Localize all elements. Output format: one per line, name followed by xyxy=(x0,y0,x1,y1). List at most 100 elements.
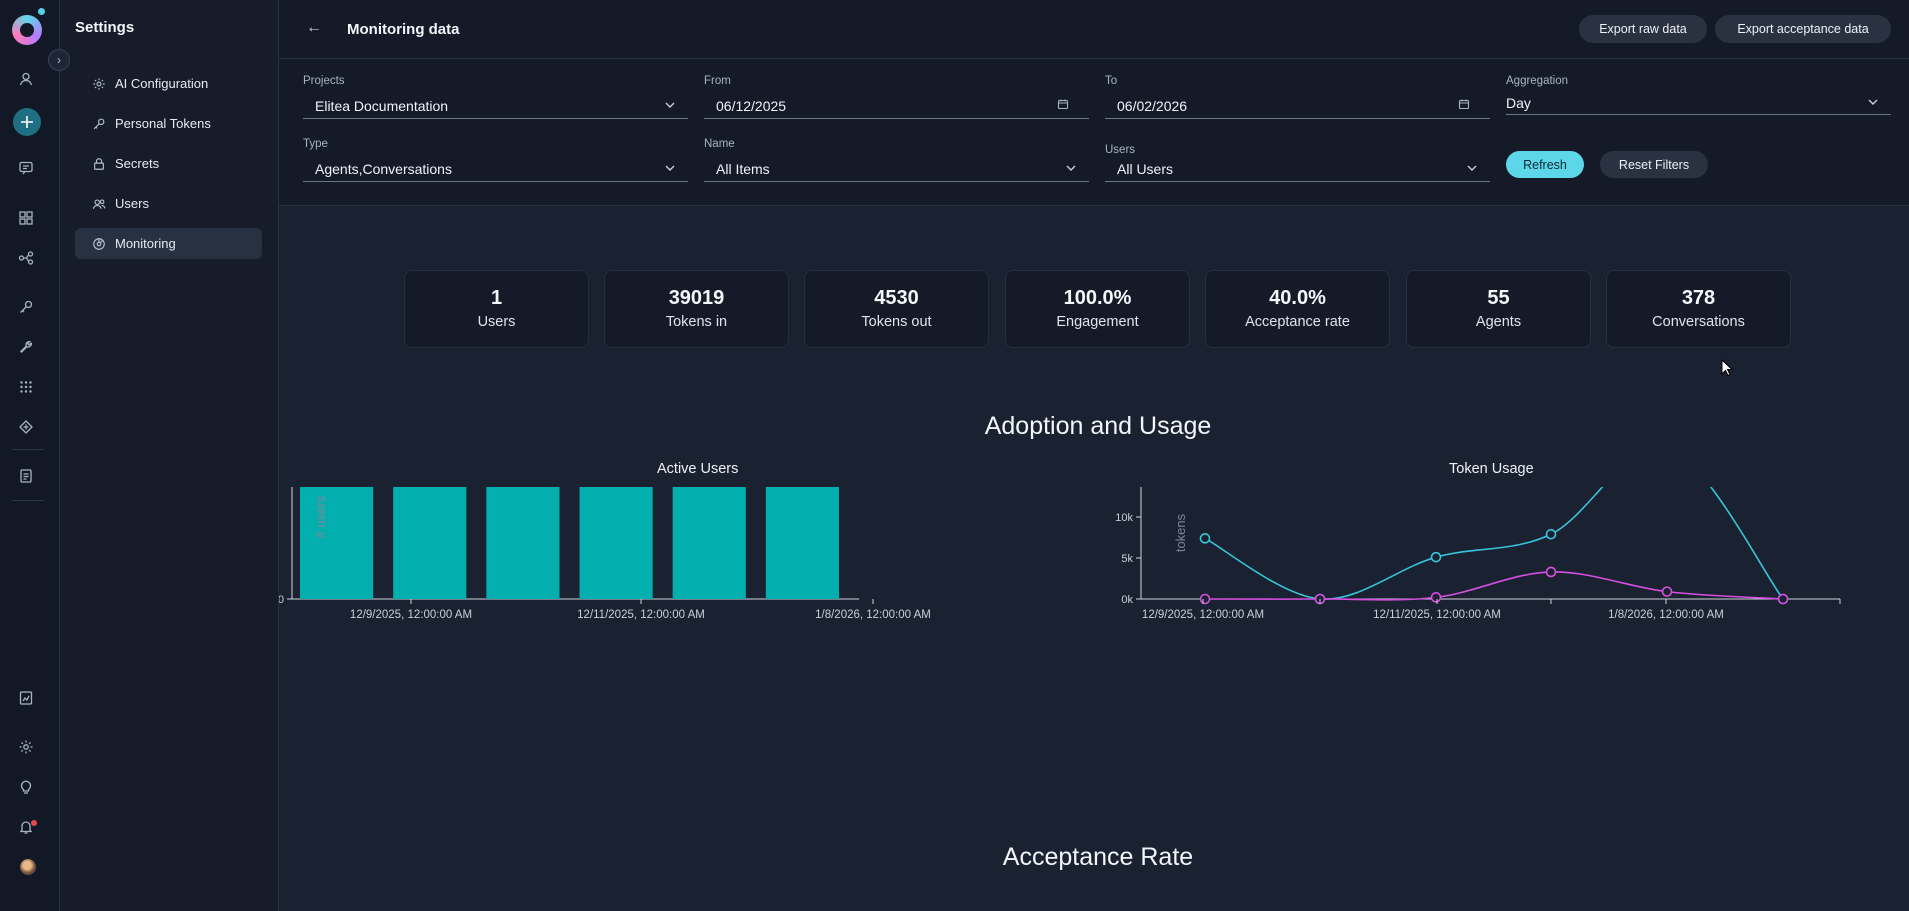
reset-filters-button[interactable]: Reset Filters xyxy=(1600,151,1708,178)
rail-divider xyxy=(12,500,44,501)
stat-label: Agents xyxy=(1475,314,1522,330)
field-label: Projects xyxy=(303,75,345,87)
sidebar-item-secrets[interactable]: Secrets xyxy=(75,148,262,179)
lightbulb-icon[interactable] xyxy=(15,776,37,798)
stat-label: Engagement xyxy=(1056,314,1139,330)
filters-panel: Projects Elitea Documentation From 06/12… xyxy=(279,59,1909,206)
gear-icon xyxy=(92,77,106,91)
field-value: Agents,Conversations xyxy=(315,161,452,177)
stat-label: Tokens in xyxy=(665,314,728,330)
main-content: 1 Users 39019 Tokens in 4530 Tokens out … xyxy=(279,207,1909,911)
token-usage-chart-title: Token Usage xyxy=(1449,461,1534,477)
user-icon[interactable] xyxy=(15,68,37,90)
bar-active xyxy=(486,487,560,599)
y-tick-label: 0k xyxy=(1121,594,1133,606)
users-icon xyxy=(92,197,106,211)
sidebar-item-personal-tokens[interactable]: Personal Tokens xyxy=(75,108,262,139)
field-value: All Users xyxy=(1117,161,1174,177)
field-value: Day xyxy=(1506,95,1531,111)
stat-card-agents: 55 Agents xyxy=(1406,270,1591,348)
projects-select[interactable]: Projects Elitea Documentation xyxy=(303,75,688,119)
token-usage-chart: 0k5k10k15k20k12/9/2025, 12:00:00 AM12/11… xyxy=(1115,487,1841,621)
x-tick-label: 1/8/2026, 12:00:00 AM xyxy=(815,609,931,621)
stat-value: 39019 xyxy=(668,287,725,309)
users-select[interactable]: Users All Users xyxy=(1105,144,1490,182)
chevron-down-icon xyxy=(1867,96,1879,111)
sidebar-item-label: AI Configuration xyxy=(115,76,209,91)
bar-active xyxy=(300,487,374,599)
active-users-chart-title: Active Users xyxy=(657,461,739,477)
settings-icon[interactable] xyxy=(15,736,37,758)
back-arrow-icon[interactable]: ← xyxy=(306,19,322,36)
y-axis-label: tokens xyxy=(1173,513,1188,552)
x-tick-label: 12/11/2025, 12:00:00 AM xyxy=(1373,609,1501,621)
stat-value: 378 xyxy=(1681,287,1716,309)
rail-divider xyxy=(12,449,44,450)
flow-icon[interactable] xyxy=(15,247,37,269)
calendar-icon[interactable] xyxy=(1057,97,1069,115)
report-icon[interactable] xyxy=(15,687,37,709)
stat-card-tokens-out: 4530 Tokens out xyxy=(804,270,989,348)
export-raw-data-button[interactable]: Export raw data xyxy=(1579,15,1707,43)
chat-icon[interactable] xyxy=(15,157,37,179)
name-select[interactable]: Name All Items xyxy=(704,138,1089,182)
bar-active xyxy=(393,487,467,599)
y-tick-label: 10k xyxy=(1115,512,1133,524)
aggregation-select[interactable]: Aggregation Day xyxy=(1506,75,1891,115)
field-value: 06/02/2026 xyxy=(1117,98,1188,114)
data-point-out xyxy=(1430,592,1442,603)
wrench-icon[interactable] xyxy=(15,336,37,358)
y-tick-label: 5k xyxy=(1121,553,1133,565)
data-point-in xyxy=(1199,533,1211,544)
sidebar-item-monitoring[interactable]: Monitoring xyxy=(75,228,262,259)
sidebar-item-users[interactable]: Users xyxy=(75,188,262,219)
field-value: All Items xyxy=(716,161,770,177)
y-axis-label: # users xyxy=(313,495,328,538)
document-icon[interactable] xyxy=(15,465,37,487)
bar-active xyxy=(579,487,653,599)
notification-badge xyxy=(31,820,37,826)
add-icon[interactable] xyxy=(13,108,41,136)
app-logo-icon[interactable] xyxy=(12,15,42,45)
stat-value: 100.0% xyxy=(1063,287,1132,309)
stat-value: 40.0% xyxy=(1269,287,1326,309)
stat-value: 4530 xyxy=(874,287,919,309)
from-date-field[interactable]: From 06/12/2025 xyxy=(704,75,1089,119)
expand-sidebar-icon[interactable]: › xyxy=(48,49,70,71)
stat-label: Acceptance rate xyxy=(1245,314,1350,330)
chevron-down-icon xyxy=(664,99,676,114)
stat-value: 1 xyxy=(490,287,503,309)
field-label: From xyxy=(704,75,731,87)
type-select[interactable]: Type Agents,Conversations xyxy=(303,138,688,182)
chevron-down-icon xyxy=(1466,162,1478,177)
bell-icon[interactable] xyxy=(15,816,37,838)
field-label: Aggregation xyxy=(1506,75,1569,87)
apps-icon[interactable] xyxy=(15,376,37,398)
key-icon[interactable] xyxy=(15,296,37,318)
icon-rail: › xyxy=(0,0,70,911)
tag-icon[interactable] xyxy=(15,416,37,438)
stat-card-users: 1 Users xyxy=(404,270,589,348)
y-tick-label: 0 xyxy=(279,594,284,606)
stat-label: Users xyxy=(477,314,516,330)
stat-card-conversations: 378 Conversations xyxy=(1606,270,1791,348)
calendar-icon[interactable] xyxy=(1458,97,1470,115)
export-acceptance-data-button[interactable]: Export acceptance data xyxy=(1715,15,1891,43)
data-point-out xyxy=(1199,593,1211,605)
avatar[interactable] xyxy=(20,859,36,875)
page-header: ← Monitoring data Export raw data Export… xyxy=(279,0,1909,59)
refresh-button[interactable]: Refresh xyxy=(1506,151,1584,178)
field-label: Users xyxy=(1105,144,1136,156)
sidebar-item-label: Monitoring xyxy=(115,236,176,251)
field-value: 06/12/2025 xyxy=(716,98,787,114)
page-title: Monitoring data xyxy=(347,21,460,38)
grid-icon[interactable] xyxy=(15,207,37,229)
monitoring-icon xyxy=(92,237,106,251)
bar-active xyxy=(672,487,746,599)
sidebar-item-ai-configuration[interactable]: AI Configuration xyxy=(75,68,262,99)
stat-card-acceptance-rate: 40.0% Acceptance rate xyxy=(1205,270,1390,348)
stat-card-tokens-in: 39019 Tokens in xyxy=(604,270,789,348)
to-date-field[interactable]: To 06/02/2026 xyxy=(1105,75,1490,119)
sidebar-title: Settings xyxy=(75,19,135,36)
adoption-section-title: Adoption and Usage xyxy=(984,412,1212,440)
